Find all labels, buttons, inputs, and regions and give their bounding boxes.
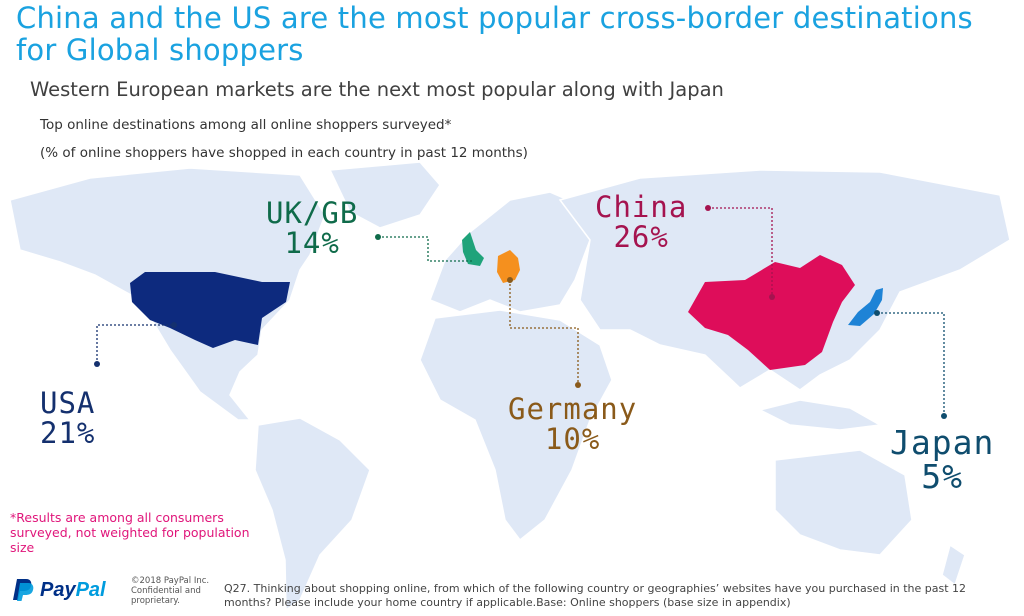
china-label: China 26% bbox=[595, 192, 687, 252]
south-america-shape bbox=[254, 417, 371, 612]
uk-leader-line bbox=[378, 236, 474, 262]
survey-question: Q27. Thinking about shopping online, fro… bbox=[224, 582, 967, 609]
germany-name: Germany bbox=[508, 392, 638, 426]
uk-name: UK/GB bbox=[266, 196, 359, 230]
uk-shape bbox=[462, 232, 484, 266]
paypal-wordmark: PayPal bbox=[40, 578, 106, 601]
chart-note-1: Top online destinations among all online… bbox=[40, 117, 452, 133]
japan-shape bbox=[848, 288, 883, 326]
japan-dot bbox=[874, 310, 880, 316]
new-zealand-shape bbox=[941, 543, 966, 587]
japan-leader-dot bbox=[941, 413, 947, 419]
page-subtitle: Western European markets are the next mo… bbox=[30, 78, 724, 101]
australia-shape bbox=[774, 449, 913, 556]
paypal-logo: PayPal bbox=[12, 578, 106, 602]
uk-leader-dot bbox=[375, 234, 381, 240]
page-title: China and the US are the most popular cr… bbox=[16, 1, 973, 67]
germany-leader-line bbox=[509, 280, 579, 385]
japan-leader-line bbox=[877, 312, 945, 416]
uk-label: UK/GB 14% bbox=[266, 198, 358, 258]
usa-dot bbox=[171, 322, 177, 328]
indonesia-shape bbox=[757, 399, 883, 431]
usa-name: USA bbox=[40, 386, 96, 420]
usa-shape bbox=[130, 272, 290, 348]
disclaimer: *Results are among all consumers surveye… bbox=[10, 510, 250, 555]
china-shape bbox=[688, 255, 855, 370]
germany-value: 10% bbox=[544, 422, 601, 456]
china-name: China bbox=[595, 190, 688, 224]
germany-dot bbox=[507, 277, 513, 283]
japan-value: 5% bbox=[921, 457, 964, 496]
china-dot bbox=[769, 294, 775, 300]
china-leader-dot bbox=[705, 205, 711, 211]
chart-note-2: (% of online shoppers have shopped in ea… bbox=[40, 145, 528, 161]
germany-label: Germany 10% bbox=[508, 394, 637, 454]
japan-label: Japan 5% bbox=[890, 426, 994, 494]
china-leader-line bbox=[708, 207, 773, 297]
japan-name: Japan bbox=[890, 423, 995, 462]
usa-value: 21% bbox=[40, 416, 96, 450]
china-value: 26% bbox=[613, 220, 669, 254]
germany-leader-dot bbox=[575, 382, 581, 388]
usa-label: USA 21% bbox=[40, 388, 95, 448]
greenland-shape bbox=[328, 161, 441, 229]
usa-leader-dot bbox=[94, 361, 100, 367]
paypal-logo-icon bbox=[13, 579, 34, 601]
copyright-text: ©2018 PayPal Inc. Confidential and propr… bbox=[131, 576, 210, 606]
uk-value: 14% bbox=[284, 226, 340, 260]
usa-leader-line bbox=[96, 324, 174, 364]
africa-shape bbox=[419, 309, 613, 542]
germany-shape bbox=[497, 250, 520, 283]
